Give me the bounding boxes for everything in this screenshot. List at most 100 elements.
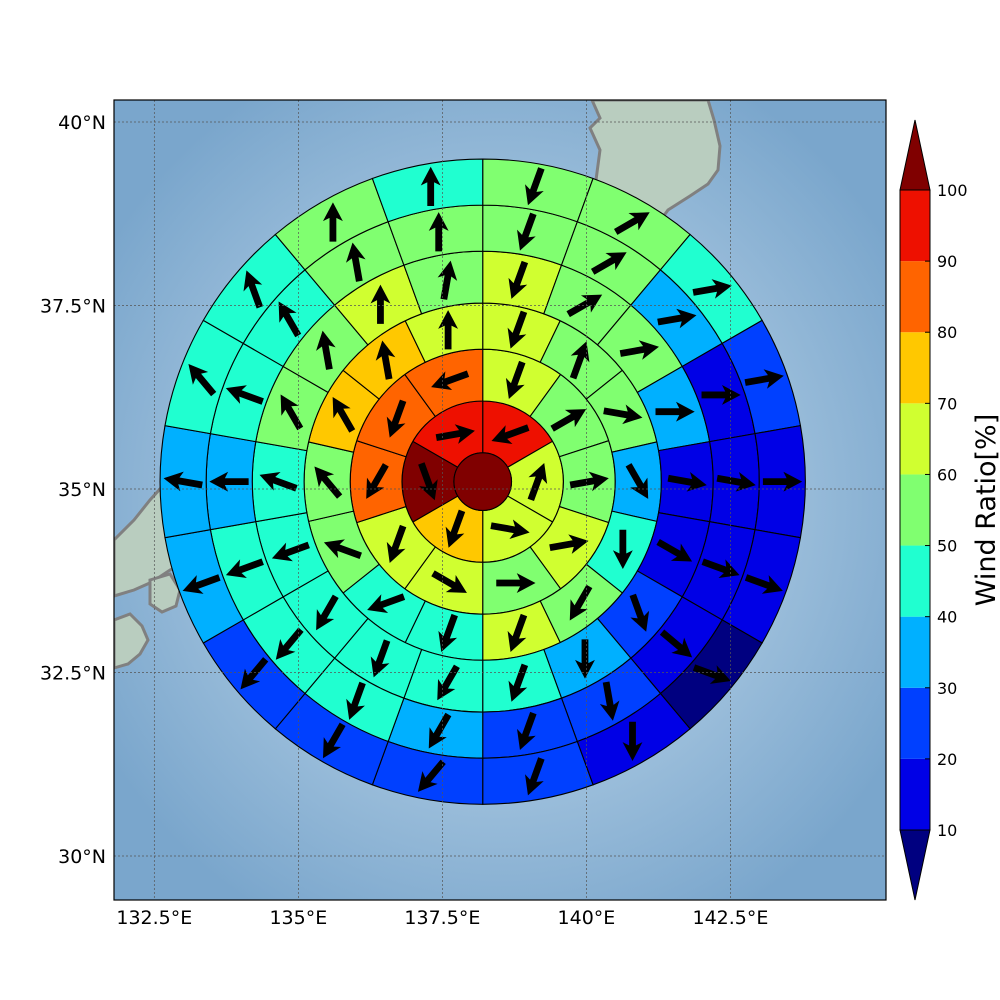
wind-arrow-ring-4-9	[508, 663, 529, 702]
wind-arrow-ring-6-10	[417, 759, 446, 792]
colorbar-title: Wind Ratio[%]	[971, 414, 1000, 606]
wind-arrow-ring-2-3	[569, 471, 609, 492]
wind-arrow-ring-3-7	[507, 613, 528, 652]
wind-arrow-ring-4-14	[259, 471, 298, 492]
colorbar-label-7: 70	[937, 394, 957, 413]
wind-arrow-ring-5-3	[657, 308, 697, 329]
colorbar-bin-4	[900, 545, 930, 617]
wind-arrow-ring-4-11	[370, 639, 391, 678]
colorbar-label-8: 80	[937, 323, 957, 342]
lat-tick-label-1: 40°N	[58, 112, 106, 134]
colorbar-bin-1	[900, 758, 930, 830]
wind-arrow-ring-4-5	[667, 472, 707, 492]
colorbar-label-9: 90	[937, 252, 957, 271]
wind-arrow-ring-3-4	[625, 463, 649, 499]
wind-arrow-ring-2-4	[549, 534, 589, 554]
colorbar-bin-2	[900, 687, 930, 759]
wind-arrow-ring-6-4	[744, 369, 784, 389]
colorbar-under-triangle	[899, 829, 931, 901]
colorbar-label-3: 30	[937, 679, 957, 698]
wind-arrow-ring-5-5	[716, 472, 756, 492]
wind-arrow-ring-3-3	[603, 404, 643, 425]
lon-tick-label-4: 140°E	[558, 907, 616, 929]
wind-arrow-ring-4-4	[655, 401, 695, 422]
lat-tick-label-3: 35°N	[58, 479, 106, 501]
wind-arrow-ring-1-2	[527, 462, 548, 502]
wind-arrow-ring-6-2	[614, 212, 650, 235]
wind-arrow-ring-5-2	[590, 252, 627, 275]
wind-arrow-ring-5-17	[345, 242, 366, 282]
wind-arrow-ring-4-3	[619, 340, 659, 360]
lon-tick-label-3: 137.5°E	[404, 907, 480, 929]
wind-arrow-ring-4-1	[508, 260, 529, 299]
wind-arrow-ring-2-2	[550, 409, 587, 432]
wind-arrow-ring-5-1	[517, 212, 537, 251]
wind-arrow-ring-5-4	[701, 385, 741, 405]
wind-arrow-ring-4-7	[629, 593, 650, 632]
colorbar-label-1: 10	[937, 821, 957, 840]
colorbar-label-6: 60	[937, 465, 957, 484]
wind-arrow-ring-5-10	[428, 712, 452, 749]
wind-arrow-ring-3-11	[314, 466, 343, 499]
colorbar-bin-7	[900, 332, 930, 404]
wind-arrow-ring-4-8	[575, 639, 595, 679]
wind-arrow-ring-6-9	[525, 757, 545, 796]
wind-arrow-ring-3-9	[367, 593, 406, 613]
wind-arrow-ring-3-10	[323, 539, 362, 559]
wind-arrow-ring-6-17	[322, 202, 343, 242]
wind-arrow-ring-3-12	[332, 396, 356, 433]
wind-arrow-ring-5-16	[278, 301, 302, 338]
wind-arrow-ring-4-13	[271, 541, 310, 562]
wind-arrow-ring-5-13	[225, 558, 264, 579]
lat-tick-label-5: 30°N	[58, 846, 106, 868]
wind-arrow-ring-3-1	[507, 310, 528, 349]
wind-arrow-ring-4-18	[437, 260, 458, 300]
wind-arrow-ring-5-11	[346, 681, 366, 720]
colorbar-frame	[899, 189, 931, 831]
wind-arrow-ring-6-15	[188, 363, 217, 397]
wind-arrow-ring-5-12	[275, 627, 304, 660]
colorbar-label-2: 20	[937, 750, 957, 769]
wind-arrow-ring-3-14	[438, 310, 459, 350]
colorbar-over-triangle	[899, 119, 931, 191]
wind-arrow-ring-5-9	[517, 711, 537, 750]
land-kyushu	[114, 612, 150, 670]
colorbar-bin-3	[900, 616, 930, 688]
wind-arrow-ring-2-7	[386, 524, 407, 563]
colorbar-label-5: 50	[937, 537, 957, 556]
wind-arrow-ring-4-15	[280, 394, 304, 431]
arrow-layer	[163, 166, 803, 796]
wind-arrow-ring-6-11	[322, 722, 346, 759]
colorbar-bin-9	[900, 190, 930, 262]
colorbar-bin-8	[900, 261, 930, 333]
wind-arrow-ring-6-8	[622, 721, 643, 761]
wind-arrow-ring-2-1	[505, 360, 526, 399]
wind-arrow-ring-4-12	[316, 594, 339, 631]
wind-arrow-ring-4-16	[316, 330, 336, 370]
wind-arrow-ring-6-18	[420, 166, 441, 207]
wind-arrow-ring-4-10	[437, 664, 460, 701]
wind-arrow-ring-2-10	[431, 370, 470, 390]
wind-arrow-ring-6-12	[240, 657, 269, 690]
lon-tick-label-1: 132.5°E	[116, 907, 192, 929]
wind-arrow-ring-6-13	[182, 574, 221, 594]
wind-arrow-ring-1-4	[445, 509, 466, 548]
gridline-layer	[114, 100, 886, 900]
sector-layer	[159, 158, 806, 805]
wind-arrow-ring-3-5	[612, 529, 633, 569]
wind-arrow-ring-5-6	[701, 558, 740, 579]
wind-arrow-ring-1-6	[435, 424, 475, 444]
lon-tick-label-5: 142.5°E	[692, 907, 768, 929]
wind-arrow-ring-5-8	[599, 681, 620, 721]
wind-arrow-ring-2-9	[386, 399, 407, 438]
wind-arrow-ring-6-3	[692, 279, 732, 299]
colorbar-bin-6	[900, 403, 930, 475]
wind-arrow-ring-2-8	[366, 463, 389, 499]
wind-arrow-ring-6-6	[744, 574, 783, 594]
land-shikoku	[148, 572, 182, 614]
wind-arrow-ring-6-7	[692, 664, 731, 684]
colorbar: 10 20 30 40 50 60 70 80 90 100 Wind Ratio[%]	[899, 119, 1000, 901]
center-disc	[453, 452, 513, 512]
wind-arrow-ring-5-15	[225, 385, 264, 405]
